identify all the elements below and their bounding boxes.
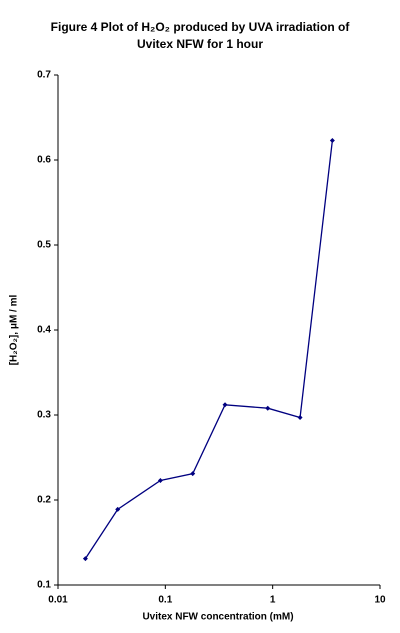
y-tick-label: 0.1 bbox=[37, 580, 51, 591]
data-point bbox=[115, 506, 121, 512]
data-point bbox=[297, 415, 303, 421]
y-tick-label: 0.5 bbox=[37, 240, 51, 251]
chart-title: Uvitex NFW for 1 hour bbox=[137, 37, 263, 51]
y-axis-label: [H₂O₂], μM / ml bbox=[9, 295, 20, 366]
chart-title: Figure 4 Plot of H₂O₂ produced by UVA ir… bbox=[51, 20, 351, 34]
y-tick-label: 0.3 bbox=[37, 410, 51, 421]
x-tick-label: 1 bbox=[270, 595, 276, 606]
x-tick-label: 10 bbox=[374, 595, 386, 606]
x-tick-label: 0.01 bbox=[48, 595, 68, 606]
data-point bbox=[157, 477, 163, 483]
data-line bbox=[84, 140, 334, 560]
y-tick-label: 0.2 bbox=[37, 495, 51, 506]
x-axis-label: Uvitex NFW concentration (mM) bbox=[142, 612, 293, 623]
y-tick-label: 0.4 bbox=[37, 325, 51, 336]
data-point bbox=[190, 471, 196, 477]
x-tick-label: 0.1 bbox=[158, 595, 172, 606]
data-point bbox=[82, 556, 88, 562]
data-point bbox=[265, 405, 271, 411]
data-point bbox=[222, 402, 228, 408]
y-tick-label: 0.7 bbox=[37, 70, 51, 81]
y-tick-label: 0.6 bbox=[37, 155, 51, 166]
data-point bbox=[329, 137, 335, 143]
